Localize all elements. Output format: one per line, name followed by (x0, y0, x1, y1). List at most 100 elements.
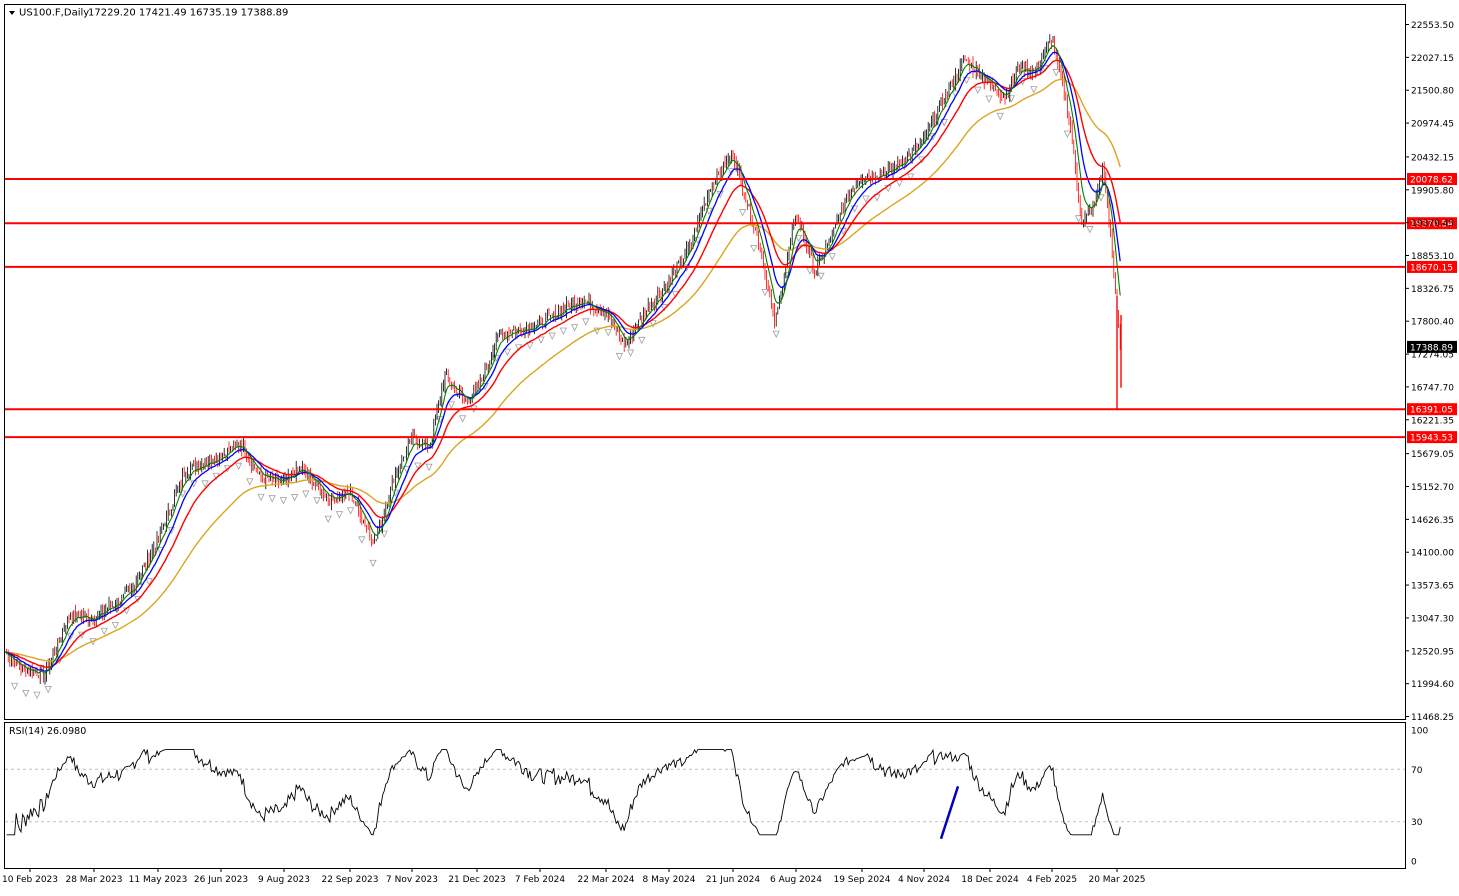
fractal-down-marker (33, 691, 41, 700)
price-tick-label: 19905.80 (1411, 186, 1454, 196)
current-price-tag (1407, 340, 1457, 353)
rsi-pane-frame (4, 722, 1406, 869)
fractal-down-marker (548, 332, 556, 340)
fractal-down-marker (738, 209, 747, 217)
fractal-down-marker (1030, 86, 1038, 94)
ema-fast-line (4, 44, 1121, 674)
price-tick-label: 17800.40 (1411, 318, 1454, 328)
rsi-trendline (939, 785, 960, 840)
price-tick-label: 17274.05 (1411, 351, 1454, 361)
fractal-down-marker (862, 195, 870, 203)
price-tick-label: 12520.95 (1411, 647, 1454, 657)
price-tick-label: 11994.60 (1411, 680, 1454, 690)
fractal-down-marker (794, 234, 803, 243)
time-tick-label: 10 Feb 2023 (2, 875, 58, 885)
fractal-down-marker (526, 342, 534, 350)
rsi-tick-label: 30 (1411, 818, 1423, 828)
rsi-tick-label: 0 (1411, 858, 1417, 868)
fractal-down-marker (44, 686, 52, 694)
time-tick-label: 8 May 2024 (643, 875, 696, 885)
fractal-down-marker (335, 511, 344, 519)
fractal-down-marker (10, 682, 19, 691)
sma-long-line (5, 78, 1121, 662)
fractal-down-marker (1052, 69, 1060, 77)
rsi-layer: 100 70 30 0 (5, 727, 1428, 868)
fractal-down-marker (268, 495, 276, 503)
fractal-down-marker (772, 330, 780, 338)
fractal-down-marker (425, 463, 433, 472)
fractal-down-marker (290, 494, 299, 502)
fractal-down-marker (234, 462, 243, 471)
fractal-down-marker (895, 179, 904, 187)
price-tick-label: 11468.25 (1411, 713, 1454, 723)
rsi-label: RSI(14) 26.0980 (9, 726, 86, 737)
rsi-tick-label: 70 (1411, 766, 1423, 776)
price-tick-label: 13573.65 (1411, 582, 1454, 592)
time-tick-label: 18 Dec 2024 (961, 875, 1019, 885)
fractal-down-marker (638, 336, 646, 345)
fractal-down-marker (906, 173, 915, 181)
price-tick-label: 14100.00 (1411, 549, 1454, 559)
price-tick-label: 22553.50 (1411, 21, 1454, 31)
fractal-down-marker (414, 462, 422, 470)
level-price-tag (1407, 403, 1457, 416)
fractal-down-marker (257, 493, 265, 502)
fractal-down-marker (313, 497, 321, 505)
horizontal-levels-layer: 20078.62 19370.54 18670.15 16391.05 15943.53… (5, 172, 1457, 444)
time-tick-label: 28 Mar 2023 (65, 875, 122, 885)
fractal-down-marker (503, 348, 512, 357)
current-price-label: 17388.89 (1410, 343, 1453, 353)
ema-mid-line (4, 51, 1121, 672)
level-price-label: 15943.53 (1410, 434, 1453, 444)
fractal-down-marker (559, 327, 568, 335)
fractal-down-marker (996, 112, 1004, 121)
time-tick-label: 19 Sep 2024 (833, 875, 890, 885)
fractal-down-marker (974, 86, 982, 95)
price-tick-label: 22027.15 (1411, 54, 1454, 64)
time-tick-label: 21 Jun 2024 (706, 875, 760, 885)
chevron-down-icon[interactable] (9, 11, 15, 15)
price-tick-label: 14626.35 (1411, 516, 1454, 526)
level-price-tag (1407, 260, 1457, 273)
fractal-down-marker (570, 324, 579, 332)
fractal-down-marker (111, 622, 120, 630)
level-price-label: 16391.05 (1410, 406, 1453, 416)
fractal-down-marker (369, 559, 377, 568)
fractal-down-marker (761, 288, 769, 297)
fractal-down-marker (458, 415, 467, 423)
symbol-label: US100.F,Daily (19, 8, 89, 19)
time-tick-label: 11 May 2023 (129, 875, 188, 885)
fractal-down-marker (817, 272, 825, 281)
price-tick-label: 21500.80 (1411, 87, 1454, 97)
level-price-tag (1407, 172, 1457, 185)
time-tick-label: 21 Dec 2023 (448, 875, 506, 885)
fractal-down-marker (324, 515, 332, 523)
fractal-down-marker (302, 490, 310, 498)
time-axis: 10 Feb 2023 28 Mar 2023 11 May 2023 26 Jun … (2, 868, 1146, 885)
fractal-down-marker (985, 95, 993, 103)
fractal-down-marker (22, 689, 30, 698)
rsi-tick-label: 100 (1411, 727, 1428, 737)
ohlc-label: 17229.20 17421.49 16735.19 17388.89 (88, 8, 288, 19)
level-price-tag (1407, 431, 1457, 444)
price-tick-label: 15679.05 (1411, 450, 1454, 460)
fractal-down-marker (246, 478, 254, 486)
fractal-down-marker (100, 627, 108, 636)
fractal-down-marker (1074, 215, 1083, 223)
fractal-down-marker (615, 353, 624, 361)
price-tick-label: 19379.45 (1411, 219, 1454, 229)
time-tick-label: 7 Nov 2023 (386, 875, 438, 885)
fractal-down-marker (649, 320, 657, 328)
price-tick-label: 20974.45 (1411, 120, 1454, 130)
ema-slow-line (4, 59, 1121, 668)
price-tick-label: 18853.10 (1411, 252, 1454, 262)
fractal-down-marker (626, 349, 635, 357)
fractal-down-marker (750, 244, 758, 253)
fractal-down-marker (279, 497, 288, 505)
price-pane-frame (4, 4, 1406, 720)
price-tick-label: 20432.15 (1411, 153, 1454, 163)
fractal-down-marker (604, 329, 612, 337)
price-tick-label: 16747.70 (1411, 383, 1454, 393)
